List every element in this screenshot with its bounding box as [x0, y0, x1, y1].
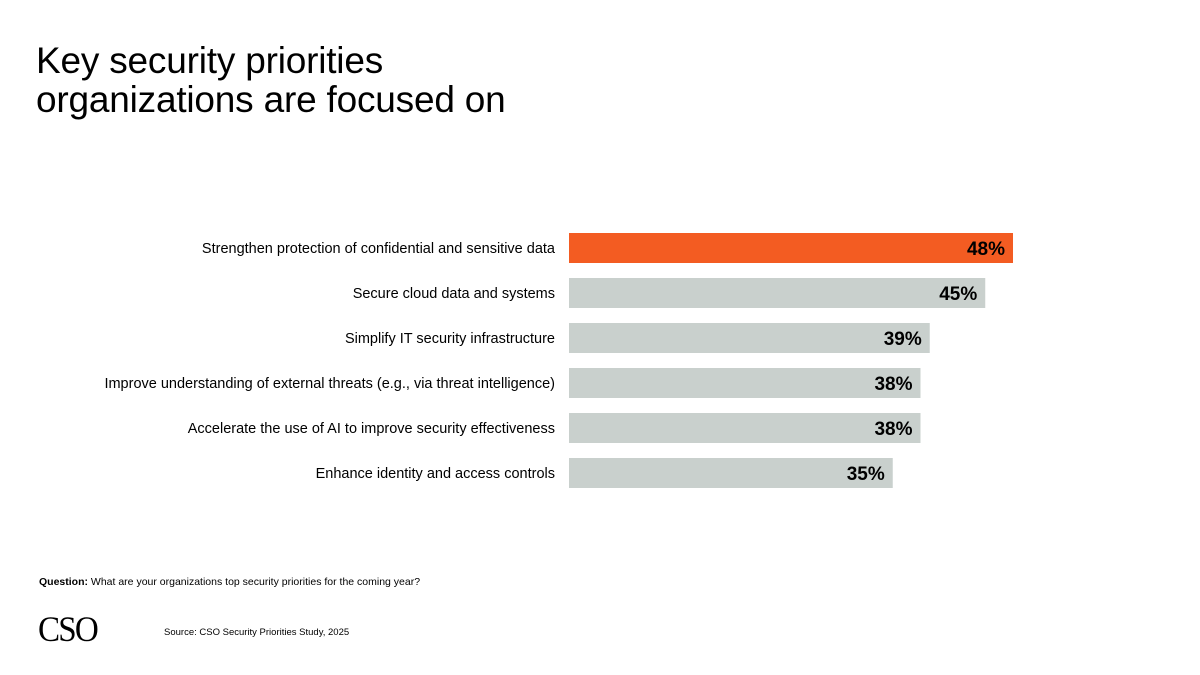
bar [569, 413, 921, 443]
bar-group: Improve understanding of external threat… [104, 368, 921, 398]
value-label: 35% [847, 464, 885, 485]
survey-question: Question: What are your organizations to… [39, 576, 420, 588]
value-label: 38% [874, 419, 912, 440]
cso-logo: CSO [38, 609, 99, 649]
question-label: Question: [39, 576, 88, 588]
title-line-1: Key security priorities [36, 40, 384, 81]
category-label: Strengthen protection of confidential an… [202, 241, 556, 257]
category-label: Simplify IT security infrastructure [345, 331, 555, 347]
bar-group: Secure cloud data and systems 45% [353, 278, 986, 308]
question-text: What are your organizations top security… [90, 576, 421, 588]
title-line-2: organizations are focused on [36, 79, 506, 120]
bar-group: Simplify IT security infrastructure 39% [345, 323, 930, 353]
bar-group: Strengthen protection of confidential an… [202, 233, 1013, 263]
value-label: 45% [939, 284, 977, 305]
category-label: Accelerate the use of AI to improve secu… [188, 421, 555, 437]
bar [569, 323, 930, 353]
value-label: 39% [884, 329, 922, 350]
page-title: Key security priorities organizations ar… [36, 41, 506, 119]
category-label: Enhance identity and access controls [316, 466, 555, 482]
bar-group: Accelerate the use of AI to improve secu… [188, 413, 921, 443]
source-note: Source: CSO Security Priorities Study, 2… [164, 627, 350, 638]
bar [569, 458, 893, 488]
bar-highlighted [569, 233, 1013, 263]
bar-group: Enhance identity and access controls 35% [316, 458, 893, 488]
category-label: Improve understanding of external threat… [104, 376, 555, 392]
bar [569, 368, 921, 398]
category-label: Secure cloud data and systems [353, 286, 555, 302]
value-label: 38% [874, 374, 912, 395]
value-label: 48% [967, 239, 1005, 260]
bar [569, 278, 986, 308]
